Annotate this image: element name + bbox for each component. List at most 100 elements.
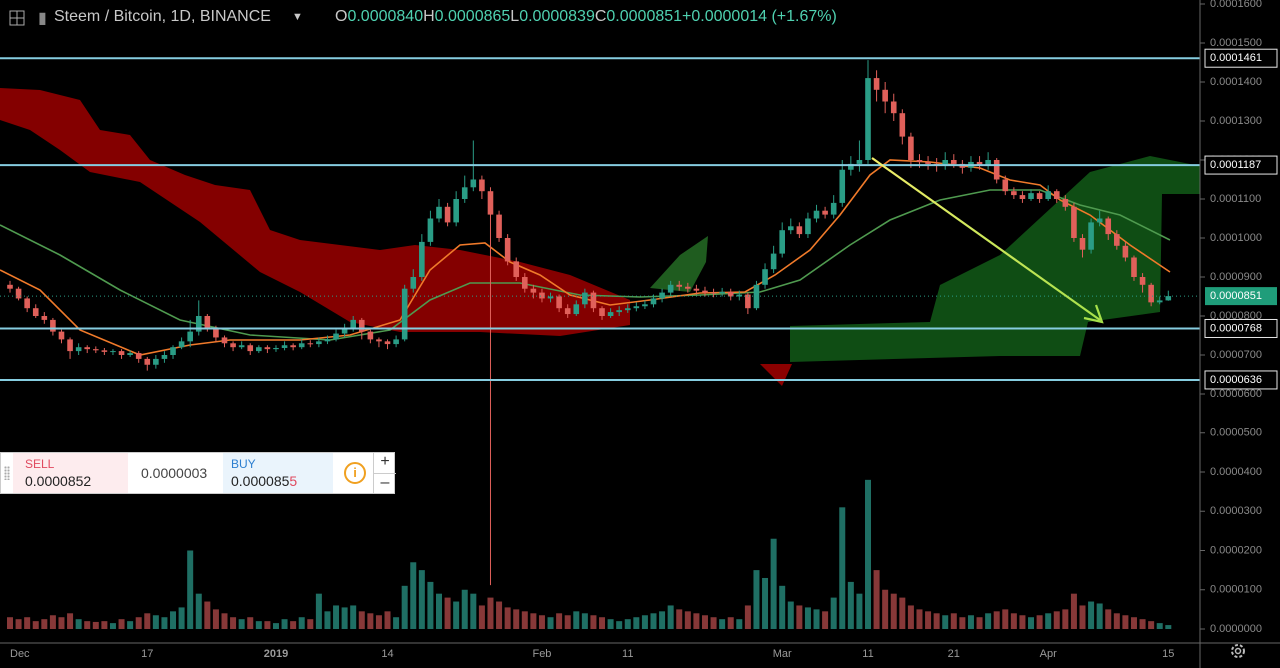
volume-bar: [1079, 605, 1086, 629]
volume-bar: [779, 585, 786, 629]
x-tick-label: 17: [141, 648, 153, 660]
candle-body: [67, 339, 73, 352]
candle-body: [1131, 257, 1137, 277]
candle-body: [230, 343, 236, 348]
candle-body: [830, 202, 837, 215]
x-tick-label: 11: [862, 648, 873, 660]
settings-gear[interactable]: [1231, 644, 1245, 658]
marks: [0, 57, 1200, 629]
arrow-line: [871, 157, 1101, 321]
buy-button[interactable]: BUY 0.0000855: [223, 453, 333, 493]
volume-bar: [959, 617, 966, 629]
candle-body: [487, 191, 494, 215]
volume-bar: [444, 597, 451, 629]
volume-bar: [1028, 617, 1035, 629]
candle-body: [1105, 218, 1112, 235]
candle-body: [1079, 238, 1086, 250]
volume-bar: [933, 613, 940, 629]
volume-bar: [1019, 615, 1026, 629]
volume-bar: [822, 611, 829, 629]
candle-body: [890, 101, 897, 114]
volume-bar: [247, 617, 254, 629]
candle-body: [401, 288, 408, 340]
volume-bar: [676, 609, 683, 629]
y2-tick-label: 0.0000500: [1210, 427, 1262, 439]
candle-body: [522, 277, 528, 289]
volume-bar: [1156, 623, 1163, 629]
volume-bar: [556, 613, 563, 629]
y2-tick-label: 0.0000200: [1210, 544, 1262, 556]
candle-body: [1062, 199, 1069, 207]
trend-arrow: [871, 157, 1104, 324]
candle-body: [333, 333, 339, 340]
volume-bar: [341, 607, 348, 629]
candle-body: [307, 343, 314, 345]
candle-body: [556, 296, 562, 309]
candle-body: [436, 206, 442, 219]
volume-bar: [204, 601, 211, 629]
volume-bar: [624, 619, 631, 629]
order-panel: SELL 0.0000852 0.0000003 BUY 0.0000855 i…: [0, 452, 396, 494]
volume-bar: [170, 611, 177, 629]
symbol-title[interactable]: Steem / Bitcoin, 1D, BINANCE: [54, 8, 271, 25]
volume-bar: [281, 619, 288, 629]
quote-value: 0.0000840: [347, 8, 424, 25]
gear-hub: [1234, 647, 1242, 655]
candle-body: [745, 294, 751, 309]
volume-bar: [135, 617, 142, 629]
panel-grip[interactable]: [4, 466, 10, 480]
ichimoku-cloud-bearish: [760, 364, 792, 386]
y-tick-label: 0.0001400: [1210, 76, 1262, 88]
candle-body: [513, 261, 520, 277]
candle-body: [599, 308, 605, 316]
volume-bar: [650, 613, 657, 629]
level-label: 0.0000636: [1210, 374, 1262, 386]
decrease-button[interactable]: –: [373, 473, 396, 494]
volume-bar: [24, 617, 31, 629]
candle-body: [736, 294, 743, 297]
volume-bar: [736, 619, 743, 629]
volume-bar: [453, 601, 460, 629]
volume-bar: [727, 617, 734, 629]
volume-bar: [161, 617, 168, 629]
candle-body: [993, 160, 1000, 180]
volume-bar: [796, 605, 803, 629]
y-tick-label: 0.0001000: [1210, 232, 1262, 244]
level-label-box: [1204, 370, 1278, 390]
candle-body: [607, 312, 614, 316]
candle-body: [1036, 193, 1043, 199]
volume-bar: [358, 611, 365, 629]
increase-button[interactable]: +: [373, 453, 396, 473]
volume-bar: [1113, 613, 1120, 629]
candle-body: [564, 308, 571, 315]
candle-body: [624, 308, 631, 311]
candle-body: [204, 316, 211, 328]
y-tick-label: 0.0000800: [1210, 310, 1262, 322]
y-tick-label: 0.0000600: [1210, 388, 1262, 400]
candle-body: [341, 327, 348, 334]
volume-bar: [470, 593, 477, 629]
volume-bar: [710, 617, 717, 629]
volume-bar: [976, 617, 983, 629]
volume-bar: [58, 617, 65, 629]
volume-bar: [967, 615, 974, 629]
candle-body: [582, 292, 588, 305]
info-icon[interactable]: i: [344, 462, 366, 484]
candle-body: [461, 187, 468, 199]
volume-bar: [1139, 619, 1146, 629]
sell-button[interactable]: SELL 0.0000852: [13, 453, 128, 493]
x-tick-label: Mar: [773, 648, 792, 660]
volume-bar: [92, 621, 99, 629]
x-tick-label: Feb: [532, 648, 551, 660]
axes: 0.0000600 0.0000700 0.0000800 0.0000900 0.00…: [10, 0, 1278, 660]
candle-body: [350, 319, 356, 328]
volume-bar: [212, 609, 219, 629]
x-tick-label: 2019: [264, 648, 288, 660]
volume-bar: [1010, 613, 1017, 629]
symbol-dropdown[interactable]: ▼: [292, 11, 303, 23]
quote-value: 0.0000865: [434, 8, 511, 25]
candle-body: [822, 210, 828, 215]
candle-body: [727, 291, 734, 297]
volume-bar: [830, 597, 837, 629]
